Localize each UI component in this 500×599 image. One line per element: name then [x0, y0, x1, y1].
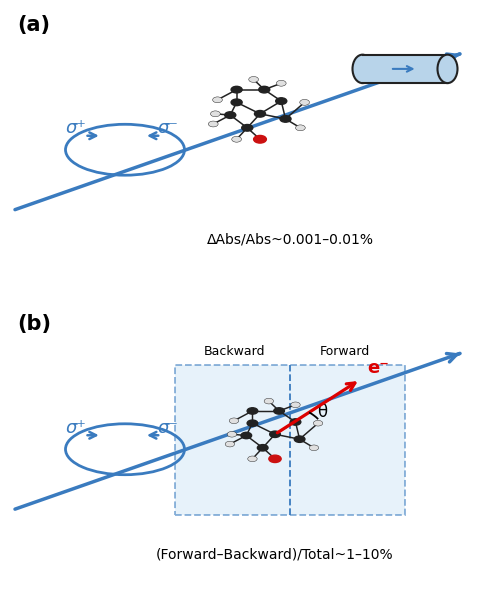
Circle shape — [232, 137, 241, 142]
Circle shape — [208, 121, 218, 127]
Circle shape — [247, 408, 258, 414]
Text: θ: θ — [317, 403, 327, 421]
Text: (a): (a) — [18, 15, 50, 35]
Circle shape — [296, 125, 306, 131]
Circle shape — [224, 112, 236, 119]
Text: ΔAbs/Abs~0.001–0.01%: ΔAbs/Abs~0.001–0.01% — [206, 232, 374, 247]
Circle shape — [269, 455, 281, 462]
Circle shape — [248, 456, 257, 462]
Circle shape — [276, 98, 287, 104]
Circle shape — [210, 111, 220, 117]
Ellipse shape — [438, 55, 458, 83]
Circle shape — [258, 444, 268, 451]
Circle shape — [309, 445, 318, 450]
Circle shape — [241, 432, 252, 438]
Circle shape — [291, 402, 300, 408]
Circle shape — [294, 436, 305, 443]
Text: Forward: Forward — [320, 345, 370, 358]
Circle shape — [242, 125, 253, 131]
Text: σ⁻: σ⁻ — [157, 419, 178, 437]
Circle shape — [212, 97, 222, 103]
Bar — [175, 365, 405, 515]
Ellipse shape — [352, 55, 372, 83]
Text: σ⁺: σ⁺ — [66, 419, 86, 437]
Bar — [362, 55, 448, 83]
Text: σ⁺: σ⁺ — [66, 119, 86, 137]
Circle shape — [254, 110, 266, 117]
Circle shape — [231, 99, 242, 105]
Circle shape — [274, 408, 284, 414]
Circle shape — [254, 135, 266, 143]
Text: σ⁻: σ⁻ — [157, 119, 178, 137]
Circle shape — [227, 431, 236, 437]
Circle shape — [264, 398, 274, 404]
Circle shape — [247, 420, 258, 426]
Circle shape — [231, 86, 242, 93]
Circle shape — [290, 419, 301, 425]
Text: e⁻: e⁻ — [368, 359, 390, 377]
Circle shape — [280, 116, 291, 122]
Circle shape — [300, 99, 310, 105]
Circle shape — [314, 420, 323, 426]
Circle shape — [270, 431, 280, 437]
Circle shape — [248, 77, 258, 83]
Text: (Forward–Backward)/Total~1–10%: (Forward–Backward)/Total~1–10% — [156, 547, 394, 561]
Circle shape — [258, 86, 270, 93]
Circle shape — [276, 80, 286, 86]
Circle shape — [225, 441, 234, 447]
Text: Backward: Backward — [204, 345, 266, 358]
Text: (b): (b) — [18, 314, 51, 334]
Circle shape — [230, 418, 238, 423]
